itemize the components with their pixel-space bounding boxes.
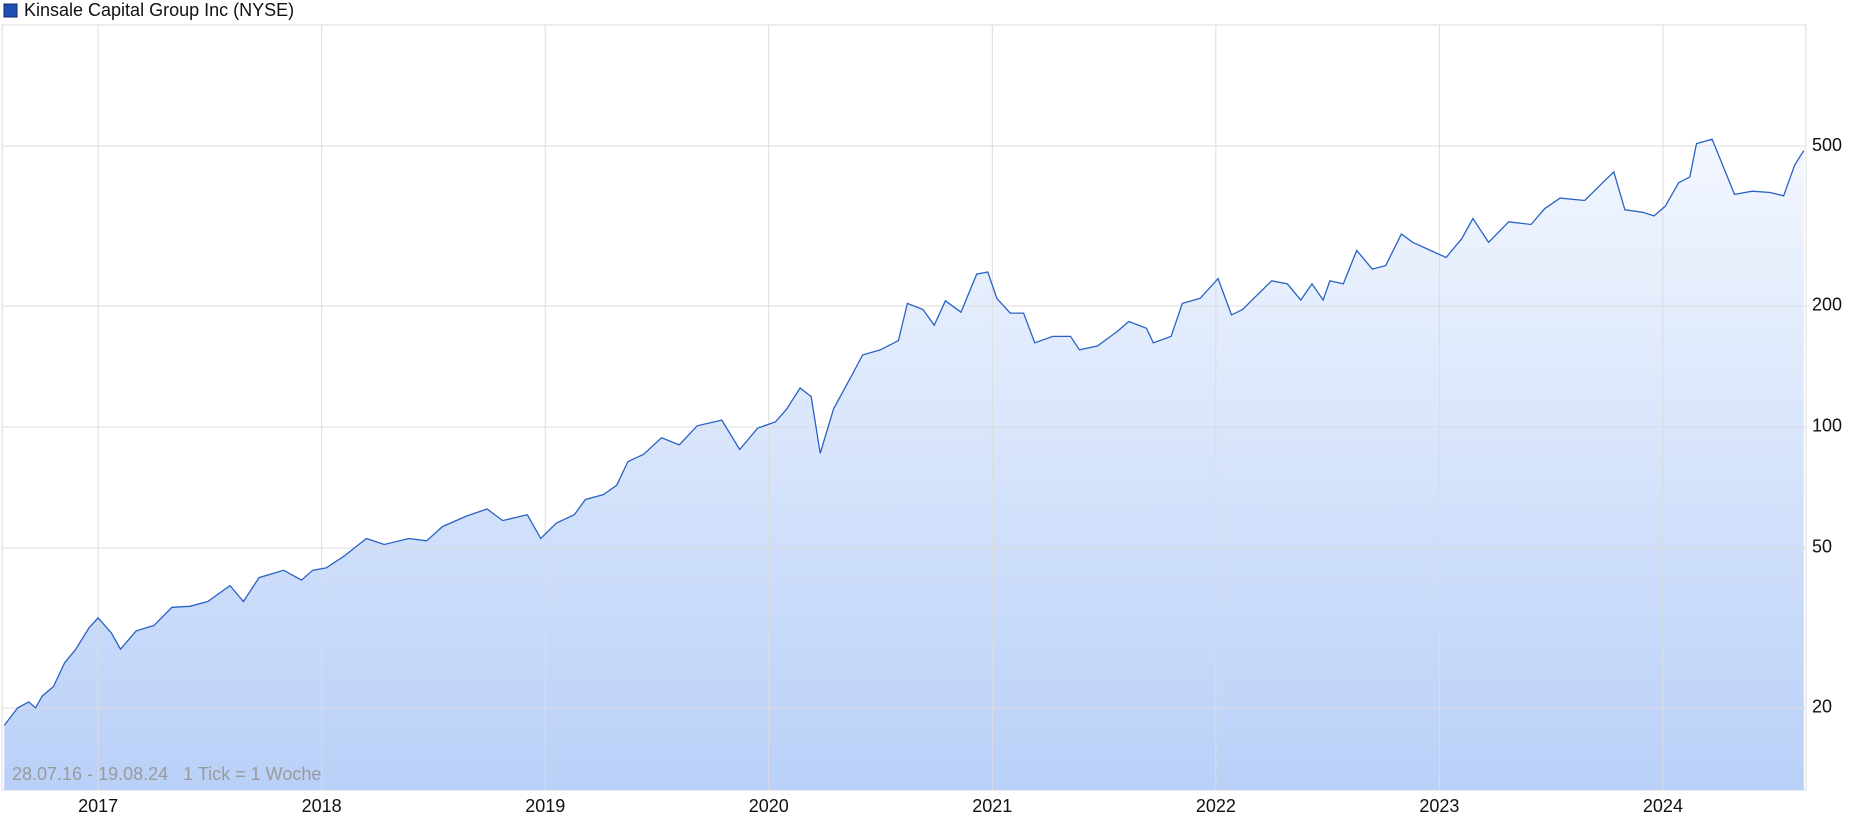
x-tick-label: 2023: [1419, 796, 1459, 816]
x-tick-label: 2024: [1643, 796, 1683, 816]
x-tick-label: 2018: [302, 796, 342, 816]
chart-title: Kinsale Capital Group Inc (NYSE): [24, 0, 294, 20]
y-tick-label: 200: [1812, 295, 1842, 315]
y-tick-label: 500: [1812, 135, 1842, 155]
legend-swatch: [3, 3, 18, 18]
y-tick-label: 20: [1812, 697, 1832, 717]
x-tick-label: 2017: [78, 796, 118, 816]
y-tick-label: 100: [1812, 416, 1842, 436]
grid: [2, 25, 1806, 790]
y-tick-label: 50: [1812, 537, 1832, 557]
date-range-note: 28.07.16 - 19.08.24 1 Tick = 1 Woche: [12, 764, 321, 784]
x-tick-label: 2020: [749, 796, 789, 816]
area-fill: [4, 139, 1804, 790]
price-line: [3, 138, 1805, 726]
x-tick-label: 2021: [972, 796, 1012, 816]
x-tick-label: 2019: [525, 796, 565, 816]
x-tick-label: 2022: [1196, 796, 1236, 816]
